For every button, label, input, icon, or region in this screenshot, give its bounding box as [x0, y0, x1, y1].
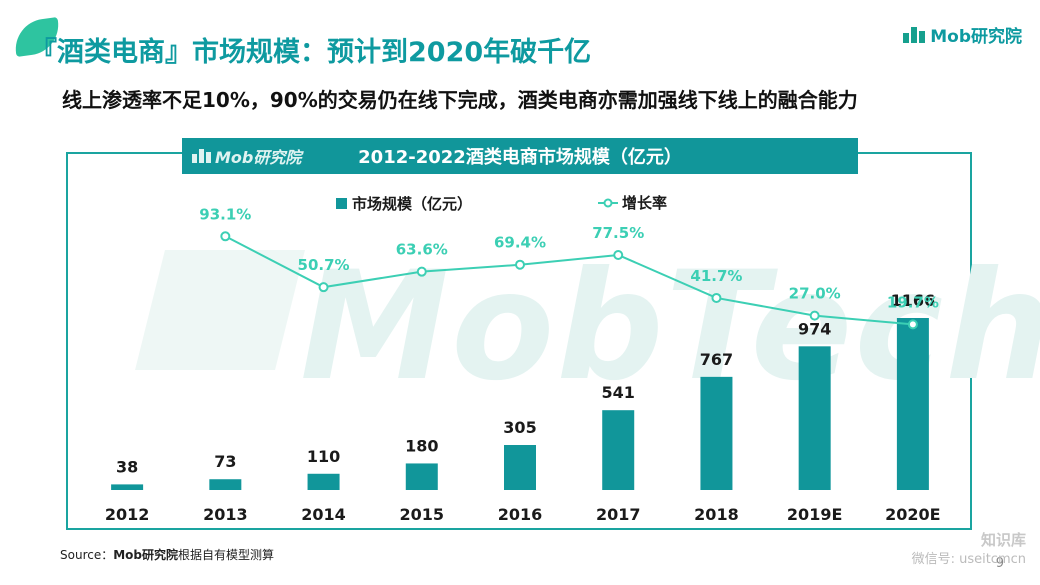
brand-name: Mob研究院: [930, 27, 1022, 47]
x-tick-2014: 2014: [301, 505, 346, 524]
x-tick-2016: 2016: [498, 505, 543, 524]
growth-label-2020E: 19.7%: [887, 293, 939, 311]
x-tick-2015: 2015: [400, 505, 445, 524]
source-rest: 根据自有模型测算: [178, 548, 275, 562]
bar-2013: [209, 479, 242, 490]
brand-logo: Mob研究院: [903, 22, 1022, 47]
bar-2012: [111, 484, 144, 490]
legend-swatch-line-marker: [603, 198, 613, 208]
bar-2016: [504, 445, 536, 490]
growth-label-2014: 50.7%: [298, 256, 350, 274]
bar-2018: [700, 376, 733, 490]
x-tick-2013: 2013: [203, 505, 248, 524]
page-subtitle: 线上渗透率不足10%，90%的交易仍在线下完成，酒类电商亦需加强线下线上的融合能…: [62, 88, 858, 112]
legend-label-line: 增长率: [622, 194, 667, 212]
growth-label-2017: 77.5%: [592, 224, 644, 242]
x-tick-2018: 2018: [694, 505, 739, 524]
growth-label-2018: 41.7%: [690, 267, 742, 285]
chart-header-brand-text: Mob研究院: [215, 148, 302, 167]
growth-point-2014: [318, 282, 329, 293]
brand-icon: [903, 26, 926, 43]
wechat-line2: 微信号: useitcmcn: [911, 552, 1026, 567]
legend-label-bar: 市场规模（亿元）: [352, 195, 472, 213]
growth-label-2016: 69.4%: [494, 234, 546, 252]
bar-label-2017: 541: [602, 383, 635, 402]
growth-point-2017: [613, 250, 624, 260]
growth-line: [224, 235, 913, 326]
bar-label-2016: 305: [503, 418, 536, 437]
growth-point-2020E: [907, 319, 918, 330]
x-tick-2012: 2012: [105, 505, 150, 524]
bar-label-2019E: 974: [798, 319, 831, 338]
bar-label-2012: 38: [116, 457, 138, 476]
x-tick-2019E: 2019E: [787, 505, 842, 524]
legend-swatch-bar: [336, 198, 347, 209]
source-note: Source：Mob研究院根据自有模型测算: [60, 546, 274, 563]
wechat-line1: 知识库: [980, 531, 1026, 549]
bar-2020E: [896, 318, 929, 490]
growth-point-2019E: [809, 310, 820, 321]
page-title: 『酒类电商』市场规模：预计到2020年破千亿: [30, 37, 592, 68]
bar-2017: [602, 410, 635, 490]
page-number: 9: [995, 556, 1004, 571]
bar-label-2015: 180: [405, 436, 438, 455]
growth-label-2019E: 27.0%: [789, 285, 841, 303]
bar-label-2018: 767: [700, 350, 733, 369]
growth-point-2018: [711, 292, 722, 303]
chart-header-brand: Mob研究院: [182, 144, 342, 168]
bar-2014: [307, 473, 340, 490]
growth-label-2015: 63.6%: [396, 241, 448, 259]
bar-2015: [405, 463, 438, 490]
bar-2019E: [798, 346, 831, 490]
wechat-watermark: 知识库 微信号: useitcmcn: [912, 530, 1026, 570]
chart-header-brand-icon: [192, 149, 211, 163]
growth-label-2013: 93.1%: [199, 205, 251, 223]
x-tick-2020E: 2020E: [885, 505, 940, 524]
growth-point-2015: [416, 266, 427, 277]
source-prefix: Source：: [60, 548, 114, 562]
growth-point-2016: [515, 259, 525, 270]
source-brand: Mob研究院: [113, 548, 178, 562]
bar-label-2014: 110: [307, 447, 340, 466]
growth-point-2013: [220, 231, 231, 242]
x-tick-2017: 2017: [596, 505, 641, 524]
bar-label-2013: 73: [214, 452, 236, 471]
bar-label-2020E: 1166: [891, 291, 936, 310]
